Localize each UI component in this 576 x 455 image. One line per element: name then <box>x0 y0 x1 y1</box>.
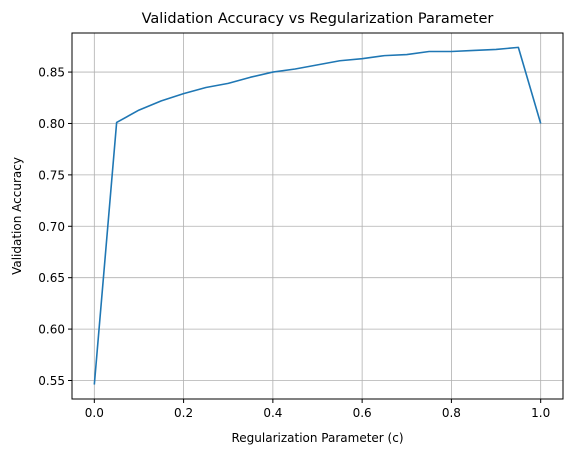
x-tick-label: 0.2 <box>174 406 193 420</box>
y-tick-label: 0.65 <box>38 271 65 285</box>
x-tick-label: 0.8 <box>442 406 461 420</box>
y-tick-label: 0.55 <box>38 374 65 388</box>
x-tick-label: 0.0 <box>85 406 104 420</box>
x-tick-label: 0.4 <box>263 406 282 420</box>
x-tick-label: 1.0 <box>531 406 550 420</box>
gridlines <box>72 33 563 399</box>
y-tick-label: 0.60 <box>38 323 65 337</box>
x-axis-label: Regularization Parameter (c) <box>231 431 403 445</box>
y-tick-label: 0.75 <box>38 168 65 182</box>
series-layer <box>93 46 542 385</box>
y-tick-label: 0.80 <box>38 117 65 131</box>
chart-title: Validation Accuracy vs Regularization Pa… <box>142 11 494 27</box>
y-tick-label: 0.85 <box>38 66 65 80</box>
x-tick-label: 0.6 <box>353 406 372 420</box>
y-axis-label: Validation Accuracy <box>10 157 24 275</box>
y-tick-label: 0.70 <box>38 220 65 234</box>
axis-ticks: 0.0 0.2 0.4 0.6 0.8 1.0 0.55 0.60 0.65 0.70 0.75 0.… <box>38 66 550 420</box>
plot-frame <box>71 32 564 400</box>
accuracy-line <box>93 46 542 385</box>
